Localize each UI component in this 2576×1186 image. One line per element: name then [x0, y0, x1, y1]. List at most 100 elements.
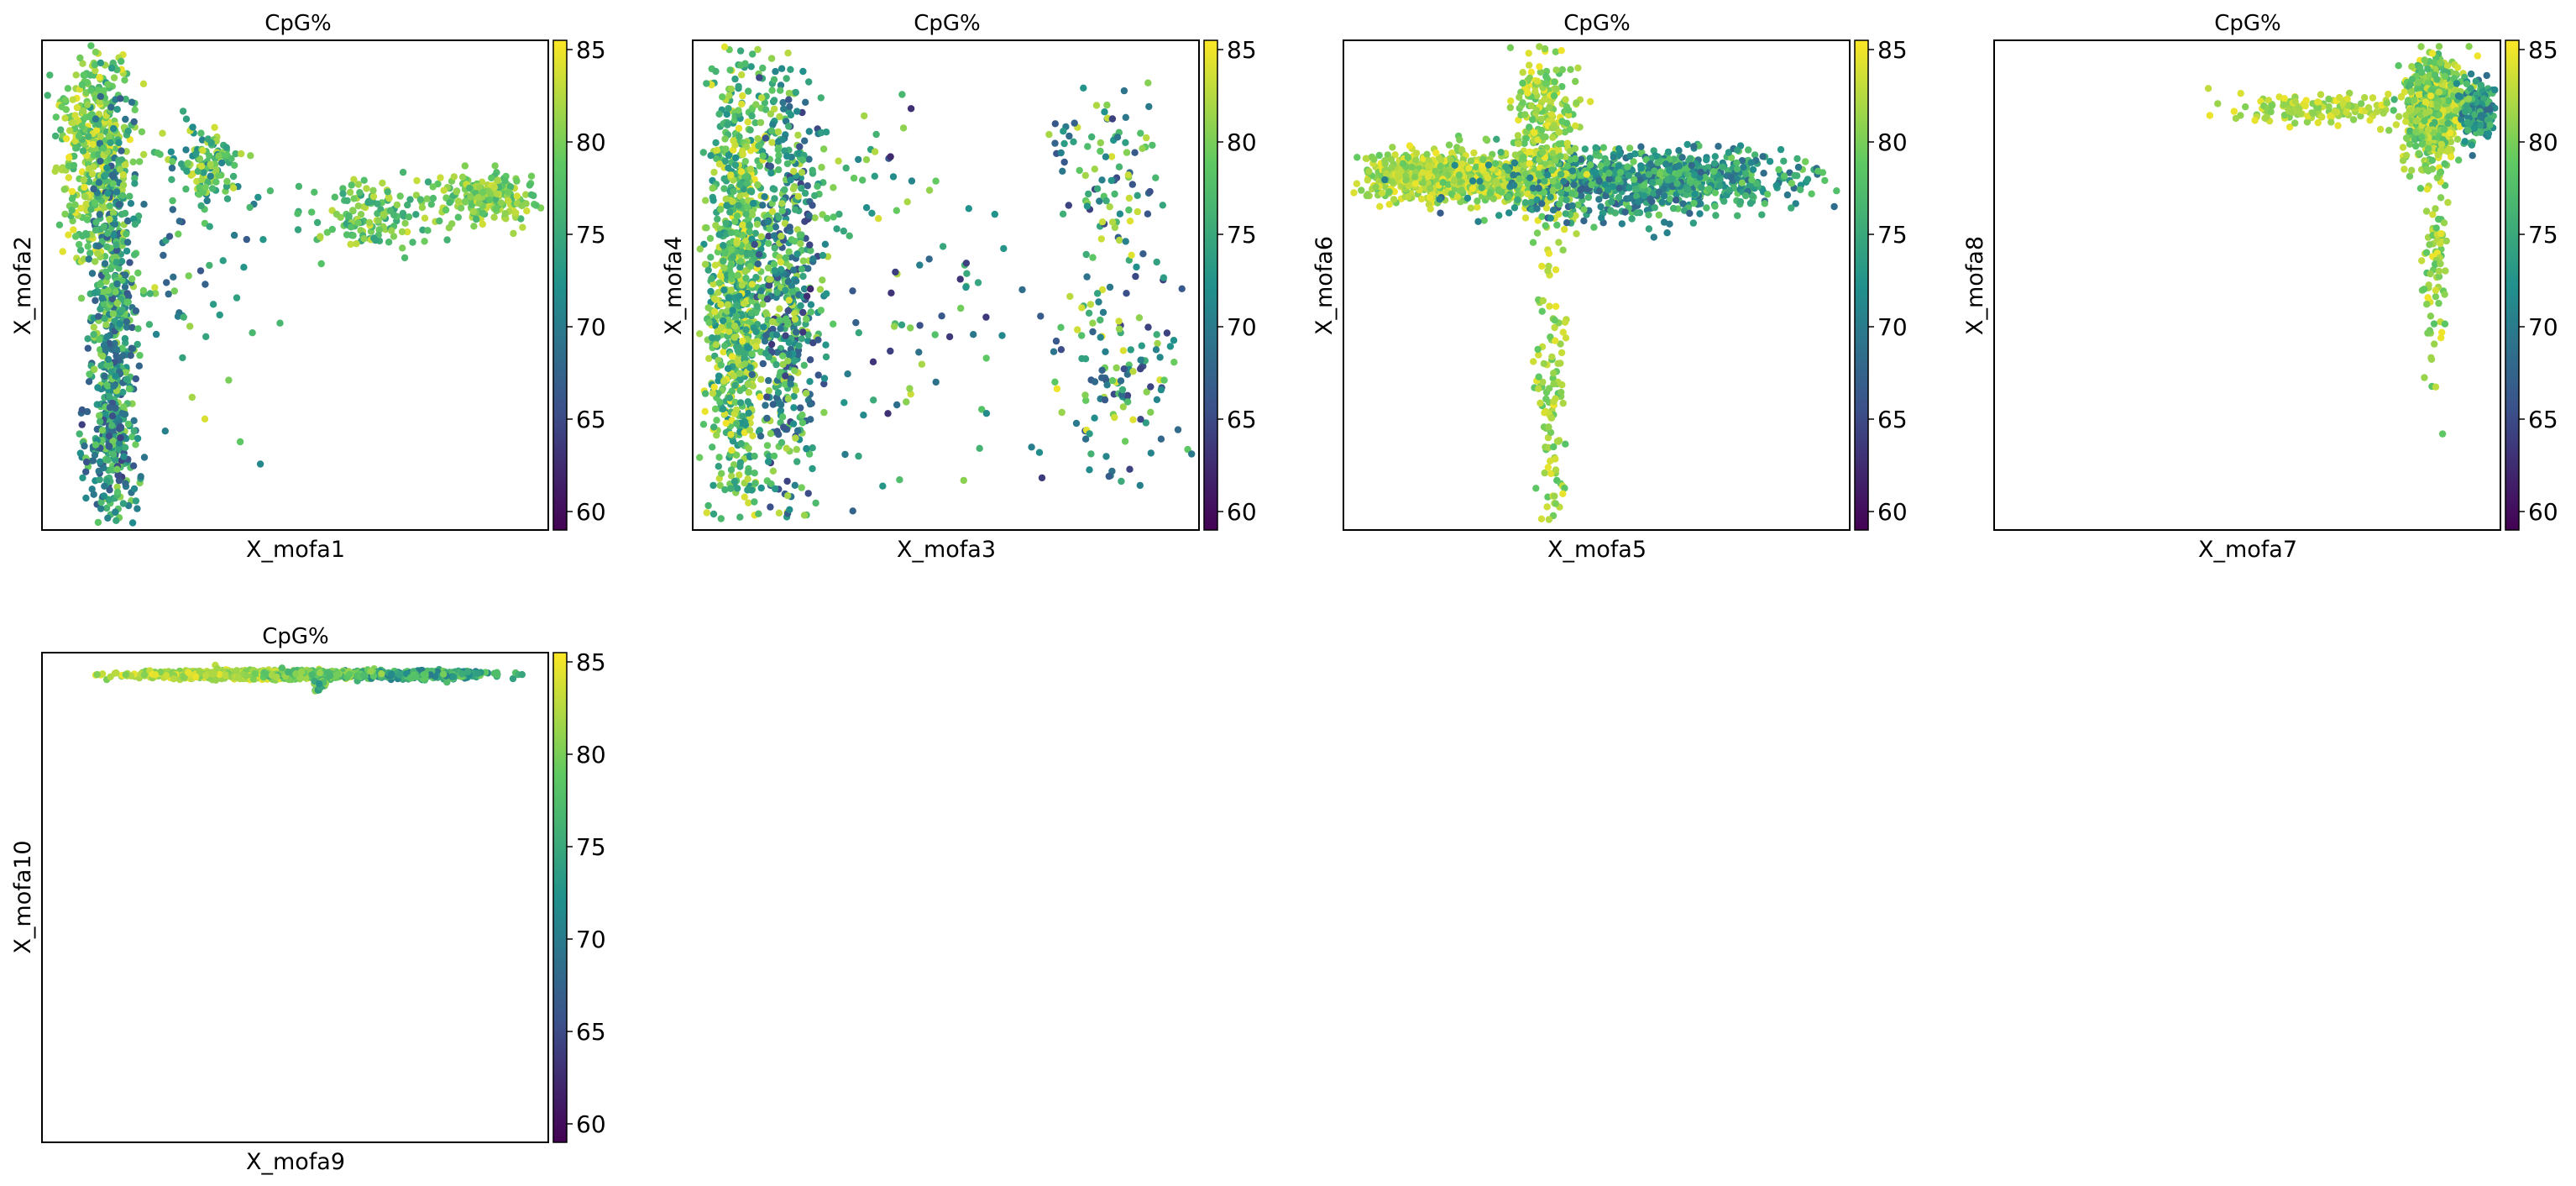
scatter-point: [814, 336, 822, 344]
scatter-point: [130, 485, 139, 493]
scatter-point: [1137, 416, 1144, 423]
scatter-point: [734, 357, 741, 365]
scatter-point: [751, 229, 759, 237]
scatter-point: [1101, 396, 1109, 404]
scatter-point: [46, 71, 54, 79]
scatter-point: [1092, 102, 1101, 109]
scatter-point: [799, 328, 807, 336]
scatter-point: [1125, 194, 1134, 202]
scatter-point: [246, 203, 254, 212]
scatter-point: [765, 233, 772, 240]
scatter-point: [1126, 465, 1134, 473]
scatter-point: [1654, 159, 1662, 166]
scatter-point: [1089, 328, 1097, 336]
scatter-point: [1688, 161, 1695, 170]
scatter-point: [92, 226, 100, 234]
scatter-point: [82, 458, 91, 466]
scatter-point: [328, 225, 336, 234]
scatter-point: [97, 305, 104, 313]
scatter-point: [1648, 179, 1657, 186]
scatter-point: [421, 238, 428, 245]
scatter-point: [898, 91, 906, 98]
scatter-point: [1748, 176, 1756, 184]
scatter-point: [795, 342, 803, 349]
scatter-point: [1091, 414, 1098, 422]
scatter-point: [129, 158, 137, 165]
scatter-point: [860, 412, 867, 419]
plot-frame: [41, 39, 549, 531]
scatter-point: [780, 423, 788, 431]
scatter-point: [363, 185, 370, 192]
scatter-point: [719, 93, 726, 101]
x-axis-label: X_mofa1: [246, 537, 345, 563]
scatter-point: [80, 176, 88, 184]
scatter-point: [122, 271, 129, 279]
scatter-point: [96, 98, 103, 106]
scatter-point: [1093, 290, 1102, 297]
scatter-point: [722, 419, 730, 427]
scatter-point: [1123, 149, 1131, 156]
scatter-point: [752, 343, 760, 350]
scatter-point: [81, 193, 89, 201]
scatter-point: [1715, 143, 1722, 150]
scatter-point: [1160, 376, 1168, 384]
scatter-point: [198, 136, 207, 144]
scatter-point: [85, 133, 92, 140]
scatter-point: [119, 171, 128, 179]
scatter-point: [202, 281, 209, 288]
scatter-point: [1098, 366, 1106, 374]
scatter-point: [819, 145, 828, 153]
scatter-point: [757, 118, 765, 127]
scatter-point: [97, 92, 105, 101]
scatter-point: [276, 319, 284, 327]
scatter-point: [781, 186, 788, 194]
scatter-point: [1120, 365, 1128, 373]
scatter-point: [390, 233, 398, 240]
scatter-point: [105, 133, 113, 140]
scatter-point: [820, 375, 829, 382]
scatter-point: [79, 147, 87, 155]
scatter-point: [767, 127, 776, 134]
scatter-point: [1719, 163, 1727, 171]
scatter-point: [812, 499, 819, 507]
scatter-point: [179, 108, 187, 115]
scatter-point: [1637, 165, 1645, 172]
scatter-point: [784, 318, 792, 326]
scatter-point: [787, 375, 795, 383]
scatter-point: [1727, 173, 1736, 181]
scatter-point: [125, 385, 134, 393]
scatter-point: [709, 443, 716, 451]
scatter-point: [254, 193, 262, 202]
scatter-point: [752, 101, 760, 108]
panel-title: CpG%: [264, 11, 332, 36]
scatter-point: [113, 188, 121, 196]
scatter-point: [779, 98, 787, 107]
scatter-point: [112, 372, 119, 380]
scatter-point: [778, 413, 787, 421]
scatter-point: [720, 377, 728, 385]
scatter-point: [1358, 186, 1365, 194]
scatter-point: [247, 152, 254, 160]
scatter-point: [744, 475, 751, 483]
scatter-point: [773, 289, 781, 296]
scatter-point: [705, 354, 713, 362]
scatter-point: [124, 217, 132, 225]
scatter-point: [182, 115, 191, 123]
scatter-point: [73, 144, 81, 152]
scatter-point: [52, 113, 60, 121]
scatter-point: [778, 401, 785, 408]
scatter-point: [1353, 154, 1361, 161]
scatter-point: [238, 150, 245, 158]
scatter-point: [1412, 156, 1420, 164]
scatter-point: [754, 181, 762, 189]
scatter-point: [86, 249, 94, 257]
scatter-point: [1120, 87, 1128, 95]
scatter-point: [1105, 472, 1113, 480]
scatter-point: [353, 239, 360, 248]
scatter-point: [121, 335, 129, 343]
scatter-point: [132, 441, 139, 449]
scatter-point: [331, 193, 338, 201]
scatter-point: [890, 323, 898, 330]
scatter-point: [764, 218, 772, 226]
